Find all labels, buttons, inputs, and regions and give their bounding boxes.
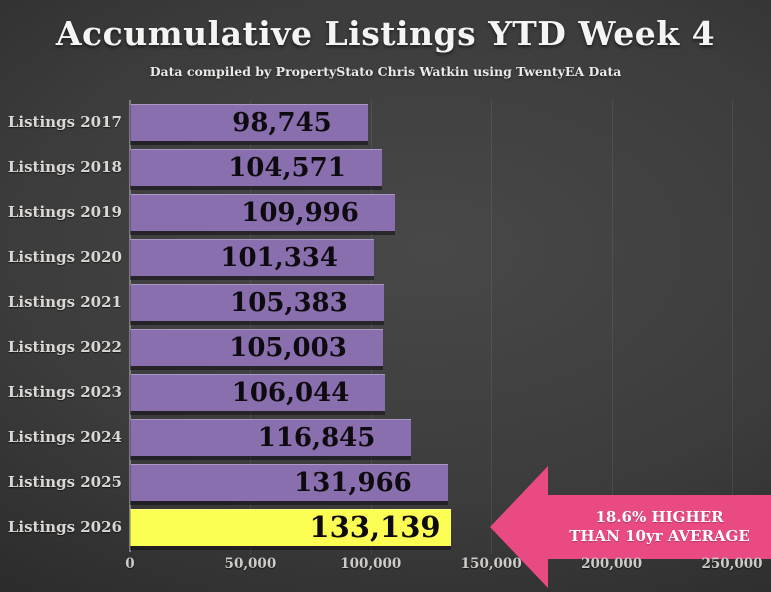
- bar: 105,003: [130, 329, 383, 366]
- category-label: Listings 2025: [7, 473, 122, 491]
- bar-area: 105,003: [130, 325, 771, 370]
- category-label: Listings 2026: [7, 518, 122, 536]
- chart-row: Listings 2018 104,571: [0, 145, 771, 190]
- bar-area: 101,334: [130, 235, 771, 280]
- bar: 106,044: [130, 374, 386, 411]
- chart-row: Listings 2024 116,845: [0, 415, 771, 460]
- bar-area: 98,745: [130, 100, 771, 145]
- bar-area: 131,966: [130, 460, 771, 505]
- category-label: Listings 2022: [7, 338, 122, 356]
- bar-rows: Listings 2017 98,745 Listings 2018 104,571 L…: [0, 100, 771, 550]
- bar-area: 133,139: [130, 505, 771, 550]
- bar-area: 105,383: [130, 280, 771, 325]
- bar-area: 106,044: [130, 370, 771, 415]
- chart-row: Listings 2022 105,003: [0, 325, 771, 370]
- value-label: 116,845: [257, 422, 376, 453]
- bar-area: 104,571: [130, 145, 771, 190]
- gridline: [370, 100, 372, 554]
- bar-chart: Listings 2017 98,745 Listings 2018 104,571 L…: [0, 100, 771, 576]
- gridline: [250, 100, 252, 554]
- value-label: 101,334: [220, 242, 338, 273]
- chart-row: Listings 2019 109,996: [0, 190, 771, 235]
- annotation-line1: 18.6% HIGHER: [595, 507, 724, 526]
- gridline: [611, 100, 613, 554]
- bar: 104,571: [130, 149, 382, 186]
- bar: 105,383: [130, 284, 384, 321]
- category-label: Listings 2024: [7, 428, 122, 446]
- bar: 131,966: [130, 464, 448, 501]
- chart-row: Listings 2026 133,139: [0, 505, 771, 550]
- bar-area: 116,845: [130, 415, 771, 460]
- value-label: 105,383: [230, 287, 348, 318]
- x-tick-label: 250,000: [701, 556, 763, 572]
- category-label: Listings 2020: [7, 248, 122, 266]
- annotation-text: 18.6% HIGHER THAN 10yr AVERAGE: [548, 495, 771, 559]
- x-tick-label: 100,000: [340, 556, 402, 572]
- x-tick-label: 200,000: [581, 556, 643, 572]
- category-label: Listings 2023: [7, 383, 122, 401]
- bar: 98,745: [130, 104, 368, 141]
- value-label: 104,571: [228, 152, 346, 183]
- chart-row: Listings 2021 105,383: [0, 280, 771, 325]
- value-label: 106,044: [231, 377, 350, 408]
- y-axis-line: [129, 100, 131, 552]
- bar: 133,139: [130, 509, 451, 546]
- bar-area: 109,996: [130, 190, 771, 235]
- gridline: [732, 100, 733, 554]
- gridline: [491, 100, 493, 554]
- bar: 101,334: [130, 239, 374, 276]
- x-tick-label: 150,000: [460, 556, 522, 572]
- chart-row: Listings 2023 106,044: [0, 370, 771, 415]
- category-label: Listings 2021: [7, 293, 122, 311]
- category-label: Listings 2018: [7, 158, 122, 176]
- bar: 109,996: [130, 194, 395, 231]
- category-label: Listings 2017: [7, 113, 122, 131]
- value-label: 133,139: [309, 510, 441, 544]
- annotation-arrow-shape: [490, 466, 771, 588]
- category-label: Listings 2019: [7, 203, 122, 221]
- chart-row: Listings 2017 98,745: [0, 100, 771, 145]
- value-label: 105,003: [229, 332, 347, 363]
- chart-row: Listings 2020 101,334: [0, 235, 771, 280]
- chart-subtitle: Data compiled by PropertyStato Chris Wat…: [149, 64, 622, 79]
- chart-row: Listings 2025 131,966: [0, 460, 771, 505]
- value-label: 98,745: [232, 107, 332, 138]
- annotation-arrow: 18.6% HIGHER THAN 10yr AVERAGE: [490, 466, 771, 588]
- x-tick-label: 50,000: [224, 556, 277, 572]
- value-label: 131,966: [294, 467, 412, 498]
- bar: 116,845: [130, 419, 412, 456]
- left-arrow-icon: [490, 466, 771, 588]
- annotation-line2: THAN 10yr AVERAGE: [569, 527, 750, 545]
- x-axis: 0 50,000 100,000 150,000 200,000 250,000: [0, 556, 771, 578]
- chart-title: Accumulative Listings YTD Week 4: [55, 14, 716, 53]
- x-tick-label: 0: [125, 556, 135, 572]
- value-label: 109,996: [241, 197, 359, 228]
